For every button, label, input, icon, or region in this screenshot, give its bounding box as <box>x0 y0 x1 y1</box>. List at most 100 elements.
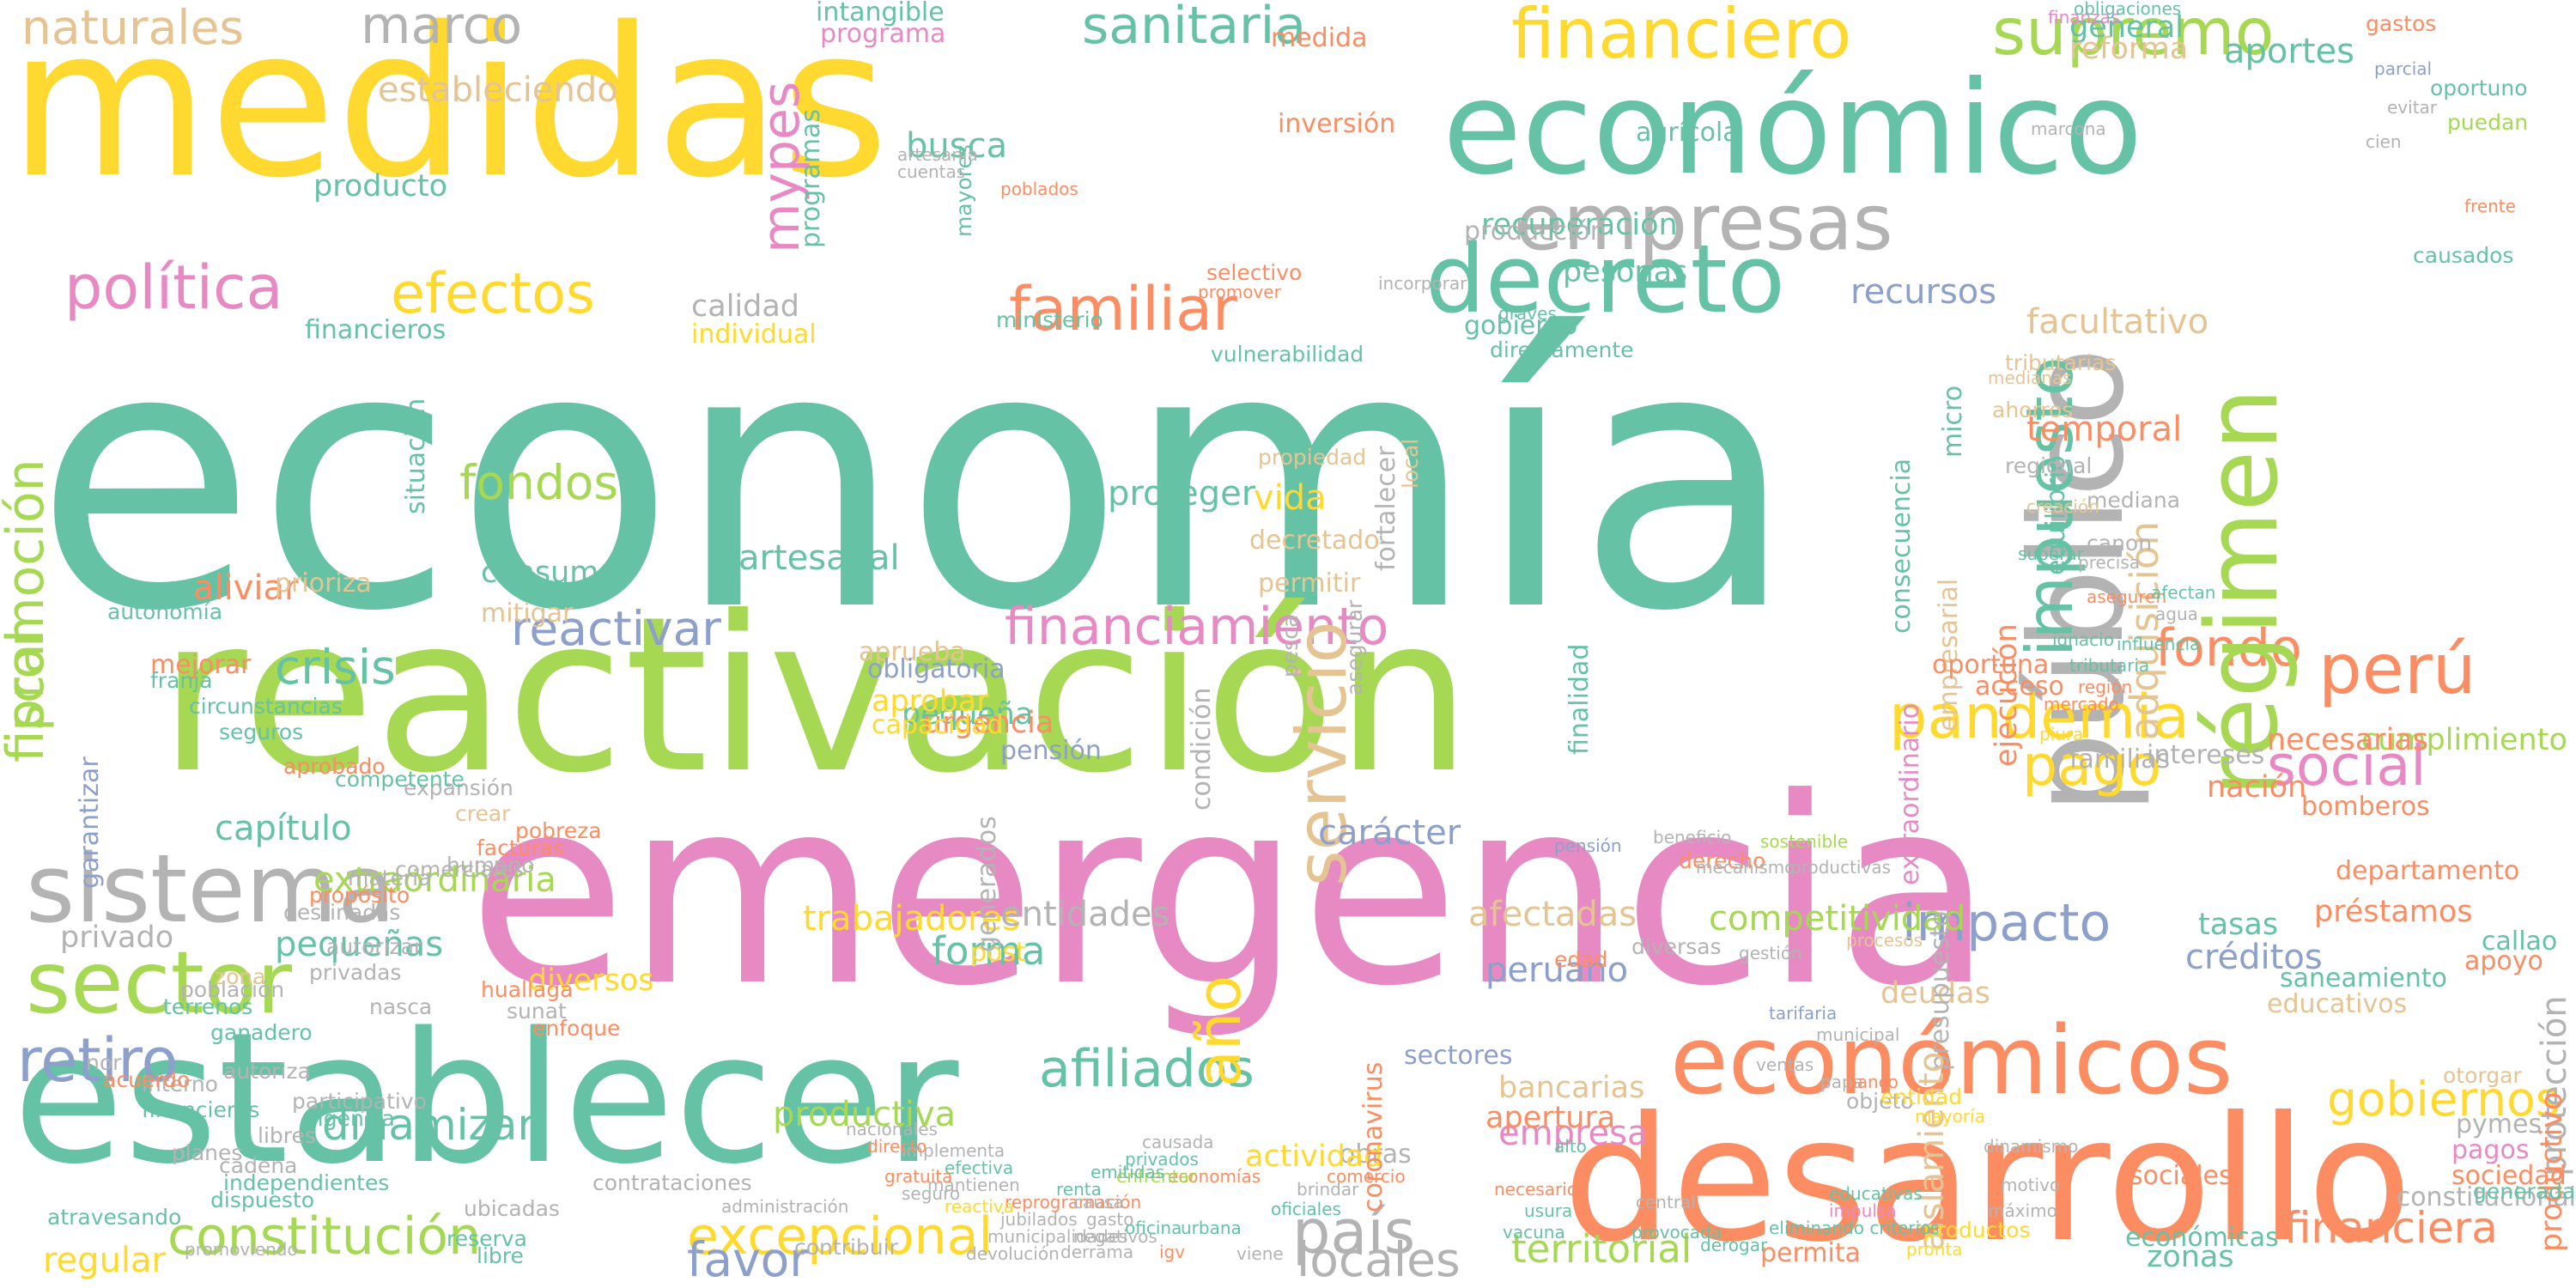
word-cloud-word: familias <box>2069 744 2171 775</box>
word-cloud-word: reforma <box>2069 32 2189 66</box>
word-cloud-word: programa <box>820 19 946 49</box>
word-cloud-word: economía <box>34 270 1797 690</box>
word-cloud-word: libres <box>258 1123 316 1148</box>
word-cloud-word: zona <box>215 964 266 989</box>
word-cloud-word: tributarias <box>2005 350 2117 375</box>
word-cloud-word: reactivación <box>159 570 1472 820</box>
word-cloud-word: desarrollo <box>1563 1080 2413 1280</box>
word-cloud-word: ignacio <box>2052 629 2114 650</box>
word-cloud-word: interno <box>142 1072 218 1097</box>
word-cloud-word: autonomía <box>107 599 223 624</box>
word-cloud-word: medianas <box>1988 368 2072 388</box>
word-cloud-word: financiera <box>2284 1203 2498 1253</box>
word-cloud-word: comercio <box>1327 1166 1406 1187</box>
word-cloud-word: nor <box>86 1050 122 1075</box>
word-cloud-word: puedan <box>2447 110 2529 135</box>
word-cloud-word: municipal <box>1816 1024 1900 1045</box>
word-cloud-word: pagos <box>2451 1135 2530 1165</box>
word-cloud-word: libre <box>477 1243 524 1268</box>
word-cloud-word: marcona <box>2031 118 2106 139</box>
word-cloud-word: productos <box>1923 1218 2031 1242</box>
word-cloud-word: incorporar <box>1378 273 1467 294</box>
word-cloud-word: afectadas <box>1468 895 1637 934</box>
word-cloud-word: mitigar <box>481 598 574 629</box>
word-cloud-word: general <box>2069 10 2184 45</box>
word-cloud-word: situación <box>401 398 431 514</box>
word-cloud-word: comerciales <box>395 857 524 882</box>
word-cloud-word: oportuno <box>2430 76 2528 100</box>
word-cloud-word: micro <box>1938 385 1968 458</box>
word-cloud-word: productivas <box>1790 857 1891 878</box>
word-cloud-word: facturas <box>477 835 565 860</box>
word-cloud-word: recursos <box>1850 272 1997 312</box>
word-cloud-word: participativo <box>292 1089 427 1114</box>
word-cloud-word: expansión <box>404 775 513 800</box>
word-cloud-word: planes <box>172 1140 243 1165</box>
word-cloud-word: privadas <box>309 960 402 985</box>
word-cloud-word: sostenible <box>1760 831 1849 852</box>
word-cloud-word: efectos <box>391 262 595 326</box>
word-cloud-word: garantizar <box>75 756 105 889</box>
word-cloud-word: permita <box>1760 1238 1862 1268</box>
word-cloud-word: decretado <box>1249 526 1380 556</box>
word-cloud-word: consecuencia <box>1886 458 1917 634</box>
word-cloud-word: saneamiento <box>2280 963 2448 993</box>
word-cloud-word: bomberos <box>2301 792 2430 822</box>
word-cloud-word: jubilados <box>1000 1209 1078 1230</box>
word-cloud-word: privado <box>60 920 174 955</box>
word-cloud-word: gasto <box>1086 1209 1134 1230</box>
word-cloud-word: humano <box>447 853 535 878</box>
word-cloud-word: ministerio <box>996 307 1103 332</box>
word-cloud-word: consumo <box>481 556 617 590</box>
word-cloud-word: alto <box>1554 1136 1587 1157</box>
word-cloud-word: tributaria <box>2069 655 2150 676</box>
word-cloud-word: perú <box>2318 629 2476 709</box>
word-cloud-word: país <box>1292 1197 1416 1267</box>
word-cloud-word: franja <box>150 668 213 693</box>
word-cloud-word: establecer <box>13 993 959 1204</box>
word-cloud-word: ganadero <box>210 1020 313 1045</box>
word-cloud-word: económico <box>1443 54 2143 204</box>
word-cloud-word: sunat <box>507 999 567 1024</box>
word-cloud-word: causa <box>1073 1192 1124 1212</box>
word-cloud-word: trabajadores <box>803 899 1021 939</box>
word-cloud-word: obligatoria <box>867 654 1005 684</box>
word-cloud-word: asegurar <box>1342 599 1367 696</box>
word-cloud-word: sociedad <box>2451 1161 2567 1191</box>
word-cloud-word: edad <box>1554 947 1608 972</box>
word-cloud-word: evitar <box>2387 97 2438 118</box>
word-cloud-word: producción <box>1464 216 1607 246</box>
word-cloud-word: gestión <box>1739 943 1802 963</box>
word-cloud-word: post <box>970 938 1026 968</box>
word-cloud-word: zonas <box>2147 1240 2234 1274</box>
word-cloud-word: crear <box>455 801 511 826</box>
word-cloud-word: independientes <box>223 1170 390 1195</box>
word-cloud-word: gobierno <box>1464 311 1578 341</box>
word-cloud-word: municipalidades <box>987 1226 1128 1247</box>
word-cloud-word: peruano <box>1485 951 1629 990</box>
word-cloud-word: pensión <box>1554 835 1622 856</box>
word-cloud-word: objeto <box>1846 1089 1914 1114</box>
word-cloud-word: influencia <box>2117 634 2201 654</box>
word-cloud-word: departamento <box>2336 856 2520 886</box>
word-cloud-word: competitividad <box>1709 899 1966 939</box>
word-cloud-word: mecanismo <box>1696 857 1795 878</box>
word-cloud-word: directamente <box>1490 337 1634 362</box>
word-cloud-word: créditos <box>2185 938 2323 977</box>
word-cloud-word: aprobar <box>872 684 989 719</box>
word-cloud-word: tasas <box>2198 908 2279 942</box>
word-cloud-word: fondos <box>459 455 619 510</box>
word-cloud-word: superar <box>2018 544 2084 564</box>
word-cloud-word: fondo <box>2155 618 2302 678</box>
word-cloud-word: pandemia <box>1889 682 2190 752</box>
word-cloud-word: local <box>1398 438 1423 489</box>
word-cloud-word: productiva <box>773 1095 957 1134</box>
word-cloud-word: pesca <box>1278 614 1303 677</box>
word-cloud-word: pesonas <box>1563 255 1688 289</box>
word-cloud-word: empresas <box>1516 178 1893 268</box>
word-cloud-word: destinadas <box>283 900 401 925</box>
word-cloud-word: aportes <box>2224 32 2354 71</box>
word-cloud-word: ventas <box>1756 1054 1814 1075</box>
word-cloud-word: mediana <box>2087 488 2181 513</box>
